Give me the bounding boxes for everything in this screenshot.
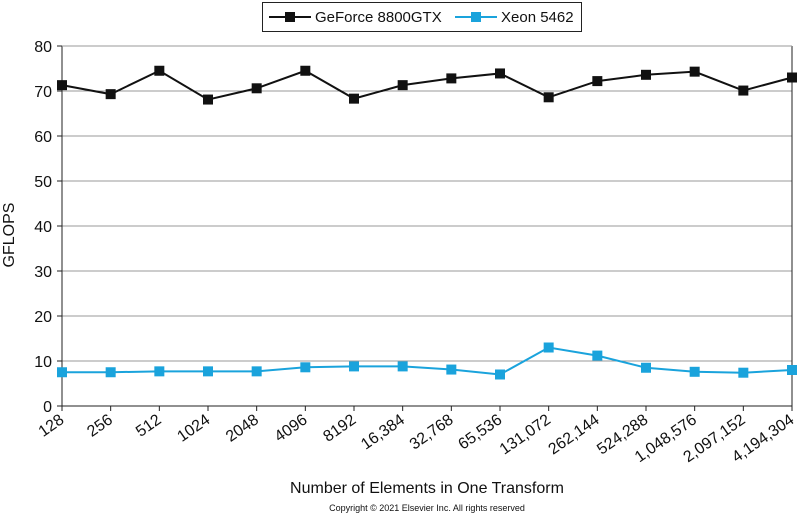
x-tick-label: 128 — [36, 411, 68, 440]
legend-swatch-xeon — [455, 7, 497, 27]
data-point-1 — [203, 366, 213, 377]
y-tick-label: 10 — [34, 354, 52, 371]
legend-label-xeon: Xeon 5462 — [501, 8, 574, 26]
data-point-0 — [641, 69, 651, 80]
x-tick-label: 256 — [84, 411, 116, 440]
legend-item-geforce: GeForce 8800GTX — [269, 7, 442, 27]
x-tick-label: 262,144 — [545, 411, 602, 458]
y-tick-label: 80 — [34, 39, 52, 56]
data-point-0 — [105, 89, 116, 100]
y-tick-label: 50 — [34, 174, 52, 191]
x-tick-label: 131,072 — [497, 411, 554, 458]
data-point-0 — [689, 66, 700, 77]
y-tick-label: 0 — [43, 399, 52, 416]
y-tick-label: 70 — [34, 84, 52, 101]
data-point-0 — [154, 65, 165, 76]
data-point-0 — [203, 94, 213, 105]
data-point-0 — [543, 92, 554, 103]
data-point-1 — [154, 366, 165, 377]
data-point-0 — [251, 83, 262, 94]
data-point-0 — [397, 80, 408, 91]
series-line-1 — [62, 346, 793, 376]
y-tick-label: 40 — [34, 219, 52, 236]
data-point-1 — [592, 350, 603, 361]
data-point-1 — [349, 361, 359, 372]
legend: GeForce 8800GTX Xeon 5462 — [262, 2, 582, 32]
data-point-0 — [495, 68, 505, 79]
data-point-1 — [495, 369, 505, 380]
data-point-1 — [689, 366, 700, 377]
legend-label-geforce: GeForce 8800GTX — [315, 8, 442, 26]
data-point-1 — [543, 342, 554, 353]
data-point-1 — [446, 364, 457, 375]
x-tick-label: 16,384 — [358, 411, 408, 453]
copyright-notice: Copyright © 2021 Elsevier Inc. All right… — [329, 503, 525, 513]
data-point-1 — [105, 367, 116, 378]
data-point-0 — [300, 65, 311, 76]
data-point-0 — [738, 85, 749, 96]
data-point-0 — [57, 80, 67, 91]
y-tick-label: 60 — [34, 129, 52, 146]
x-tick-label: 4096 — [272, 411, 311, 445]
y-axis-label: GFLOPS — [1, 202, 18, 268]
data-point-0 — [787, 72, 797, 83]
x-tick-label: 32,768 — [407, 411, 457, 453]
x-axis-label: Number of Elements in One Transform — [290, 480, 564, 497]
series-line-0 — [61, 69, 793, 101]
data-point-0 — [592, 76, 603, 87]
data-point-1 — [397, 361, 408, 372]
x-tick-label: 8192 — [320, 411, 359, 445]
data-point-1 — [251, 366, 262, 377]
data-point-1 — [738, 367, 749, 378]
y-tick-label: 20 — [34, 309, 52, 326]
data-point-0 — [349, 93, 359, 104]
data-point-0 — [446, 73, 457, 84]
data-point-1 — [57, 367, 67, 378]
y-tick-label: 30 — [34, 264, 52, 281]
legend-item-xeon: Xeon 5462 — [455, 7, 574, 27]
x-tick-label: 1024 — [174, 411, 213, 445]
x-tick-label: 512 — [133, 411, 165, 440]
data-point-1 — [641, 362, 651, 373]
data-point-1 — [300, 362, 311, 373]
legend-swatch-geforce — [269, 7, 311, 27]
x-tick-label: 2048 — [223, 411, 262, 445]
data-point-1 — [787, 365, 797, 375]
